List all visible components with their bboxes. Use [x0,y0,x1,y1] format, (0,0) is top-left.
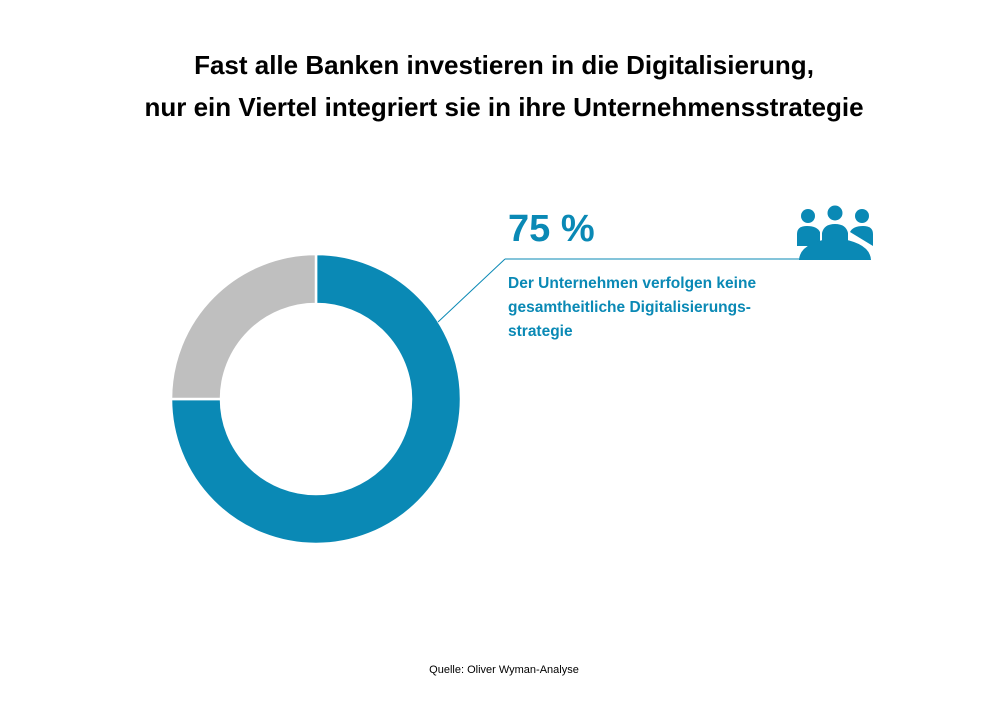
callout-description: Der Unternehmen verfolgen keine gesamthe… [508,272,828,344]
callout-percentage: 75 % [508,208,595,250]
donut-slice-1 [169,252,463,546]
chart-title-line-2: nur ein Viertel integriert sie in ihre U… [144,92,864,122]
callout-description-line-1: Der Unternehmen verfolgen keine [508,275,757,292]
donut-slices [169,252,463,546]
callout-description-line-3: strategie [508,323,573,340]
donut-slice-2 [169,252,318,401]
callout-leader-line-diagonal [437,258,506,323]
group-of-people-icon [797,205,873,260]
chart-title: Fast alle Banken investieren in die Digi… [0,44,1008,128]
source-note: Quelle: Oliver Wyman-Analyse [429,664,579,676]
callout-description-line-2: gesamtheitliche Digitalisierungs- [508,299,751,316]
chart-title-line-1: Fast alle Banken investieren in die Digi… [194,50,814,80]
